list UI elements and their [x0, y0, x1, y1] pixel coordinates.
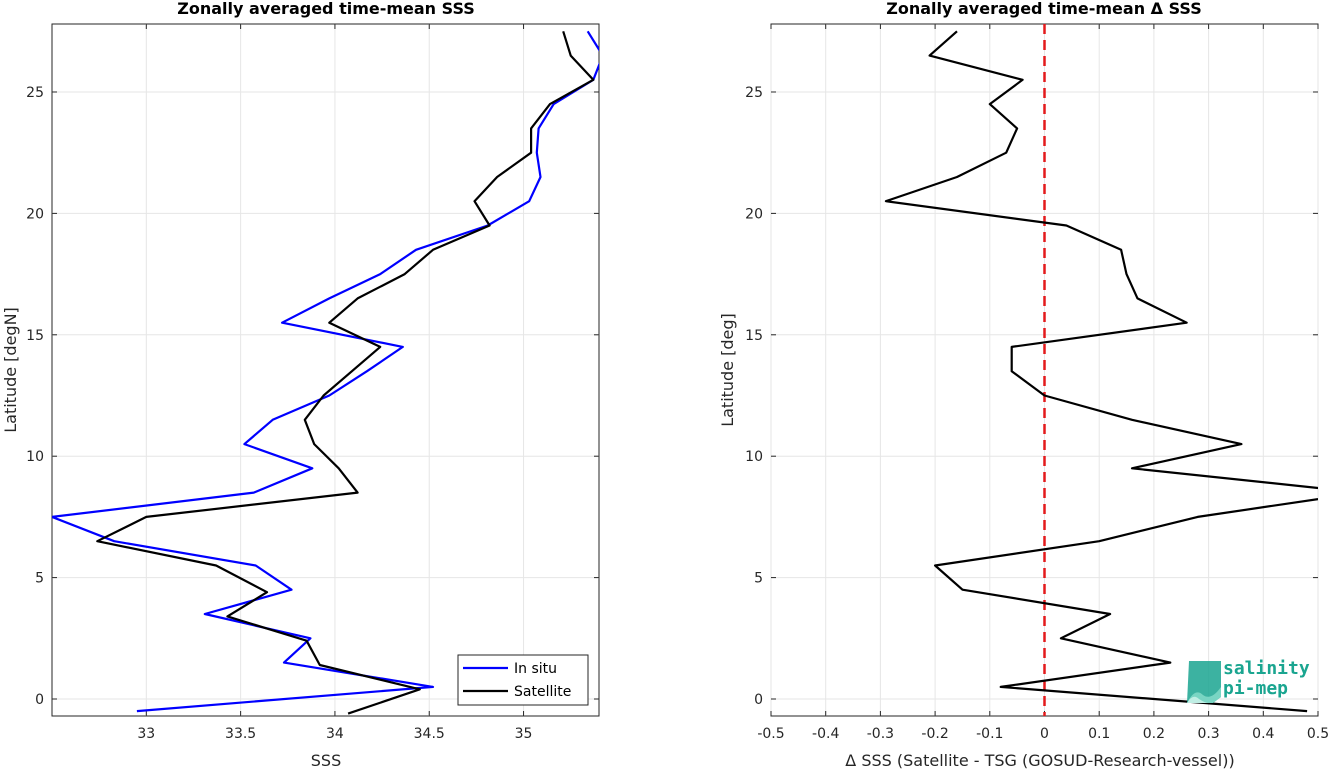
y-tick-label: 10	[745, 449, 763, 465]
x-tick-label: 0	[1040, 726, 1049, 742]
left-series	[52, 30, 599, 715]
x-tick-label: 34	[326, 726, 344, 742]
x-tick-label: -0.4	[812, 726, 839, 742]
y-tick-label: 0	[35, 692, 44, 708]
x-tick-label: -0.2	[921, 726, 948, 742]
x-tick-label: 33	[137, 726, 155, 742]
legend-label-in-situ: In situ	[514, 661, 557, 677]
x-tick-label: 33.5	[225, 726, 256, 742]
right-x-axis-label: Δ SSS (Satellite - TSG (GOSUD-Research-v…	[845, 751, 1234, 769]
left-plot-area	[51, 23, 600, 717]
series-line-in-situ	[52, 30, 599, 713]
y-tick-label: 25	[745, 85, 763, 101]
right-x-ticks: -0.5 -0.4 -0.3 -0.2 -0.1 0 0.1 0.2 0.3 0.4 0.5	[757, 24, 1329, 742]
right-series	[884, 30, 1318, 713]
legend-label-satellite: Satellite	[514, 684, 571, 700]
y-tick-label: 5	[35, 571, 44, 587]
x-tick-label: 0.5	[1307, 726, 1329, 742]
salinity-pi-mep-logo: salinity pi-mep	[1183, 657, 1313, 707]
left-y-ticks: 0 5 10 15 20 25	[26, 85, 599, 708]
left-chart-title: Zonally averaged time-mean SSS	[177, 0, 475, 18]
logo-text: salinity pi-mep	[1223, 659, 1310, 699]
left-x-axis-label: SSS	[311, 751, 341, 769]
y-tick-label: 15	[26, 328, 44, 344]
logo-line-1: salinity	[1223, 658, 1310, 679]
logo-emblem-icon	[1187, 661, 1221, 703]
y-tick-label: 10	[26, 449, 44, 465]
left-axes: 33 33.5 34 34.5 35 0 5 10 15 20 25 Zonally averag…	[1, 0, 600, 769]
x-tick-label: -0.3	[867, 726, 894, 742]
x-tick-label: -0.5	[757, 726, 784, 742]
y-tick-label: 20	[26, 206, 44, 222]
y-tick-label: 20	[745, 206, 763, 222]
x-tick-label: 35	[515, 726, 533, 742]
x-tick-label: -0.1	[976, 726, 1003, 742]
left-y-axis-label: Latitude [degN]	[1, 307, 20, 433]
legend-box	[457, 654, 589, 706]
x-tick-label: 0.1	[1088, 726, 1110, 742]
x-tick-label: 34.5	[414, 726, 445, 742]
x-tick-label: 0.2	[1143, 726, 1165, 742]
logo-line-2: pi-mep	[1223, 678, 1289, 699]
y-tick-label: 15	[745, 328, 763, 344]
y-tick-label: 25	[26, 85, 44, 101]
x-tick-label: 0.4	[1252, 726, 1274, 742]
series-line-satellite	[96, 30, 595, 715]
right-y-axis-label: Latitude [deg]	[718, 313, 737, 427]
right-axes: -0.5 -0.4 -0.3 -0.2 -0.1 0 0.1 0.2 0.3 0.4 0.5 0 5 1…	[718, 0, 1329, 769]
right-y-ticks: 0 5 10 15 20 25	[745, 85, 1318, 708]
series-line-delta-sss	[884, 30, 1318, 713]
right-grid	[770, 24, 1319, 716]
left-x-ticks: 33 33.5 34 34.5 35	[137, 24, 532, 742]
y-tick-label: 5	[754, 571, 763, 587]
x-tick-label: 0.3	[1197, 726, 1219, 742]
right-chart-title: Zonally averaged time-mean Δ SSS	[886, 0, 1202, 18]
y-tick-label: 0	[754, 692, 763, 708]
legend: In situ Satellite	[457, 654, 589, 706]
